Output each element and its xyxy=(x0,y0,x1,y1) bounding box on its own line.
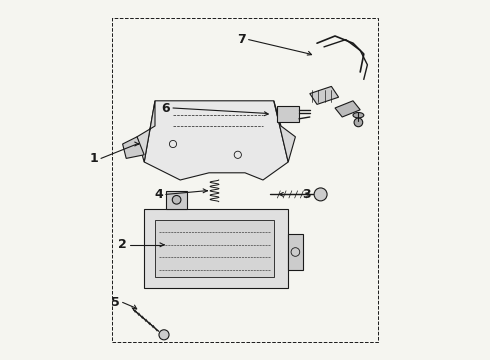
Text: 1: 1 xyxy=(90,152,98,165)
Text: 4: 4 xyxy=(154,188,163,201)
Circle shape xyxy=(159,330,169,340)
Polygon shape xyxy=(288,234,303,270)
Bar xyxy=(144,209,288,288)
Bar xyxy=(112,18,378,342)
Text: 5: 5 xyxy=(111,296,120,309)
Polygon shape xyxy=(122,137,144,158)
Text: 2: 2 xyxy=(118,238,127,251)
Polygon shape xyxy=(274,101,295,162)
Bar xyxy=(277,106,299,122)
Polygon shape xyxy=(310,86,339,104)
Polygon shape xyxy=(166,191,187,209)
Text: 3: 3 xyxy=(302,188,311,201)
Text: 6: 6 xyxy=(162,102,170,114)
Polygon shape xyxy=(137,101,155,162)
Bar xyxy=(155,220,274,277)
Polygon shape xyxy=(144,101,288,180)
Text: 7: 7 xyxy=(237,33,246,46)
Circle shape xyxy=(314,188,327,201)
Circle shape xyxy=(354,118,363,127)
Circle shape xyxy=(172,195,181,204)
Polygon shape xyxy=(335,101,360,117)
Ellipse shape xyxy=(353,112,364,118)
